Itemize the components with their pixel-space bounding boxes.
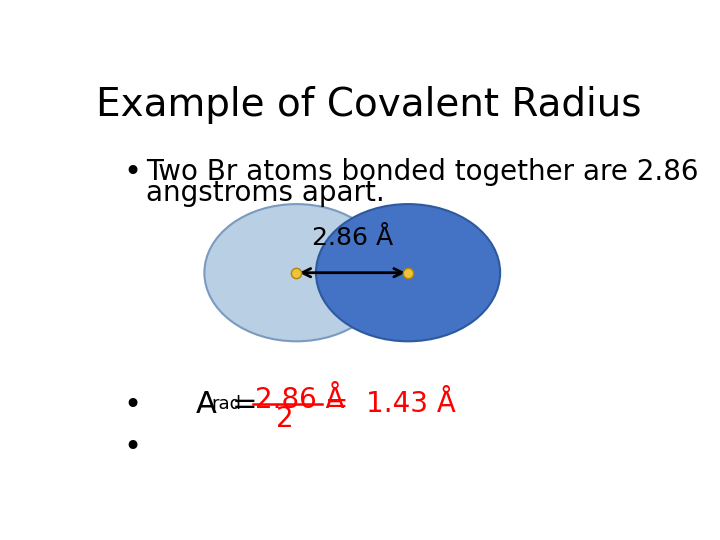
Text: 2: 2 xyxy=(276,405,294,433)
Circle shape xyxy=(204,204,389,341)
Point xyxy=(402,268,414,277)
Text: =: = xyxy=(233,390,268,419)
Point xyxy=(291,268,302,277)
Text: •: • xyxy=(124,158,142,187)
Circle shape xyxy=(316,204,500,341)
Text: A: A xyxy=(196,390,217,419)
Text: =  1.43 Å: = 1.43 Å xyxy=(325,390,456,418)
Text: •: • xyxy=(124,391,142,420)
Text: 2.86 Å: 2.86 Å xyxy=(255,386,344,414)
Text: Example of Covalent Radius: Example of Covalent Radius xyxy=(96,85,642,124)
Text: rad: rad xyxy=(212,395,242,413)
Text: angstroms apart.: angstroms apart. xyxy=(145,179,384,207)
Text: •: • xyxy=(124,433,142,462)
Text: Two Br atoms bonded together are 2.86: Two Br atoms bonded together are 2.86 xyxy=(145,158,698,186)
Text: 2.86 Å: 2.86 Å xyxy=(312,226,393,250)
